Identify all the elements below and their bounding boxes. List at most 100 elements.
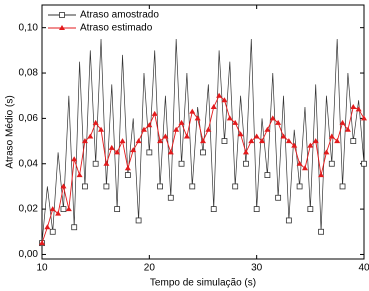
point-marker [189,183,196,190]
point-marker [87,133,94,139]
point-marker [264,172,271,178]
point-marker [243,160,249,167]
point-marker [49,206,56,212]
point-marker [71,156,78,162]
point-marker [167,194,174,201]
point-marker [114,206,121,213]
point-marker [82,183,88,190]
x-tick-label: 40 [358,263,369,274]
point-marker [307,206,314,213]
point-marker [60,183,67,189]
point-marker [135,217,142,224]
point-marker [296,183,303,190]
point-marker [361,160,367,167]
point-marker [301,165,308,171]
point-marker [39,240,45,246]
point-marker [285,217,292,224]
point-marker [135,138,142,144]
point-marker [205,126,212,132]
point-marker [210,104,217,110]
y-axis-label: Atraso Médio (s) [5,95,16,168]
point-marker [318,228,324,235]
point-marker [323,149,330,155]
y-tick-label: 0,00 [19,249,39,260]
point-marker [103,160,110,166]
point-marker [318,172,325,178]
point-marker [194,115,201,121]
point-marker [253,133,260,139]
point-marker [157,138,164,144]
point-marker [65,206,72,212]
point-marker [183,133,190,139]
point-marker [81,138,88,144]
point-marker [92,160,99,167]
point-marker [344,126,351,132]
point-marker [178,119,185,125]
point-marker [216,92,223,98]
y-tick-label: 0,08 [19,68,39,79]
x-axis-label: Tempo de simulação (s) [150,278,256,289]
y-tick-label: 0,06 [19,113,39,124]
point-marker [71,224,78,231]
point-marker [210,206,217,213]
point-marker [92,119,99,125]
point-marker [157,183,163,190]
point-marker [361,115,367,121]
point-marker [124,172,131,178]
point-marker [173,126,180,132]
point-marker [221,97,228,103]
point-marker [312,138,319,144]
point-marker [355,106,362,112]
y-tick-label: 0,04 [19,158,39,169]
plot-frame [41,4,365,260]
point-marker [275,194,282,201]
point-marker [200,138,206,144]
point-marker [60,206,67,213]
x-tick-label: 10 [36,263,48,274]
point-marker [103,183,110,190]
point-marker [232,119,239,125]
point-marker [44,224,51,230]
point-marker [114,149,121,155]
point-marker [339,183,346,190]
point-marker [264,126,271,132]
legend-label: Atraso estimado [80,23,153,34]
point-marker [350,104,357,110]
point-marker [124,165,131,171]
point-marker [339,119,346,125]
point-marker [98,126,105,132]
point-marker [108,144,115,150]
point-marker [307,142,314,148]
point-marker [328,133,335,139]
point-marker [221,138,228,144]
point-marker [296,160,303,166]
point-marker [350,138,357,144]
point-marker [162,133,169,139]
point-marker [226,115,233,121]
legend-marker [59,25,65,30]
series-line [41,94,365,244]
point-marker [275,119,282,125]
x-tick-label: 20 [144,263,156,274]
legend-label: Atraso amostrado [80,10,159,21]
point-marker [130,147,137,153]
point-marker [269,115,276,121]
point-marker [200,149,206,156]
point-marker [146,122,153,128]
point-marker [328,160,335,167]
point-marker [280,133,287,139]
point-marker [242,149,249,155]
point-marker [167,149,174,155]
y-tick-label: 0,10 [19,22,39,33]
point-marker [291,142,298,148]
point-marker [253,206,260,213]
y-tick-label: 0,02 [19,204,39,215]
point-marker [285,138,292,144]
point-marker [146,149,153,156]
point-marker [232,183,239,190]
point-marker [237,131,244,137]
point-marker [151,110,158,116]
point-marker [248,138,255,144]
point-marker [55,210,62,216]
